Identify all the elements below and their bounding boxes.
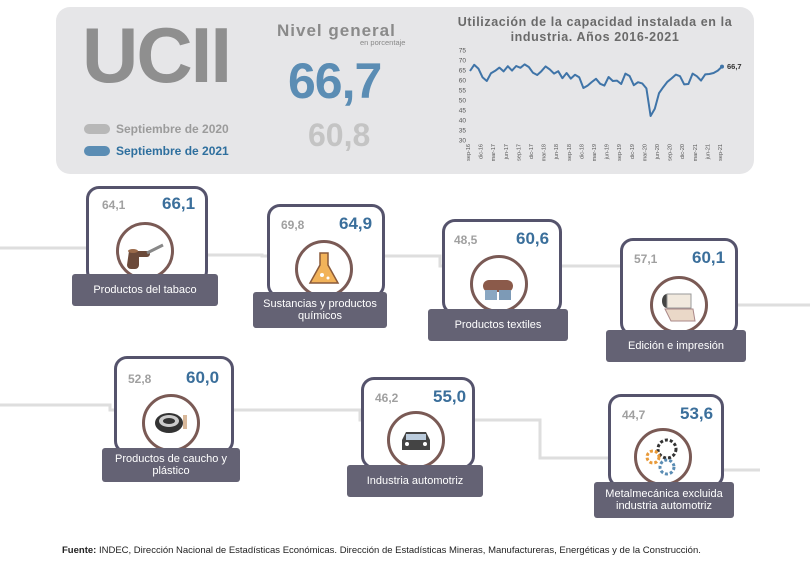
legend-2020: Septiembre de 2020 bbox=[84, 122, 229, 136]
x-tick-label: dic-17 bbox=[529, 144, 535, 159]
x-tick-label: sep-19 bbox=[617, 144, 623, 161]
end-value-label: 66,7 bbox=[727, 62, 742, 71]
legend-label-2020: Septiembre de 2020 bbox=[116, 122, 229, 136]
sector-label: Sustancias y productos químicos bbox=[253, 292, 387, 328]
y-tick-label: 35 bbox=[459, 128, 467, 135]
pipe-icon bbox=[116, 222, 174, 280]
x-tick-label: dic-19 bbox=[630, 144, 636, 159]
general-level-subtitle: en porcentaje bbox=[360, 38, 406, 47]
y-tick-label: 50 bbox=[459, 98, 467, 105]
x-tick-label: sep-20 bbox=[668, 144, 674, 161]
x-tick-label: dic-18 bbox=[579, 144, 585, 159]
source-text: INDEC, Dirección Nacional de Estadística… bbox=[98, 545, 701, 556]
x-tick-label: mar-21 bbox=[693, 144, 699, 161]
x-tick-label: dic-16 bbox=[479, 144, 485, 159]
value-2021: 60,6 bbox=[516, 229, 550, 248]
value-2020: 48,5 bbox=[454, 233, 478, 247]
y-tick-label: 40 bbox=[459, 118, 467, 125]
x-tick-label: mar-18 bbox=[542, 144, 548, 161]
value-2020: 46,2 bbox=[375, 391, 399, 405]
sector-label: Edición e impresión bbox=[606, 330, 746, 362]
x-tick-label: jun-21 bbox=[705, 144, 711, 160]
chart-title: Utilización de la capacidad instalada en… bbox=[457, 15, 733, 44]
x-tick-label: jun-18 bbox=[554, 144, 560, 160]
sector-label: Productos textiles bbox=[428, 309, 568, 341]
sector-label: Productos del tabaco bbox=[72, 274, 218, 306]
value-2020: 69,8 bbox=[281, 218, 305, 232]
legend-2021: Septiembre de 2021 bbox=[84, 144, 229, 158]
x-tick-label: sep-18 bbox=[567, 144, 573, 161]
gears-icon bbox=[634, 428, 692, 486]
legend-label-2021: Septiembre de 2021 bbox=[116, 144, 229, 158]
value-2020: 64,1 bbox=[102, 198, 126, 212]
x-tick-label: sep-21 bbox=[718, 144, 724, 161]
last-point bbox=[720, 64, 724, 69]
y-tick-label: 70 bbox=[459, 58, 467, 65]
rubber-tire-icon bbox=[142, 394, 200, 452]
value-2020: 44,7 bbox=[622, 408, 646, 422]
general-level-2021-value: 66,7 bbox=[288, 53, 382, 109]
series-line bbox=[469, 63, 723, 117]
y-tick-label: 65 bbox=[459, 68, 467, 75]
value-2021: 60,0 bbox=[186, 368, 220, 387]
sector-label: Industria automotriz bbox=[347, 465, 483, 497]
value-2021: 55,0 bbox=[433, 387, 467, 406]
y-tick-label: 45 bbox=[459, 108, 467, 115]
x-tick-label: sep-16 bbox=[466, 144, 472, 161]
y-tick-label: 60 bbox=[459, 78, 467, 85]
source-note: Fuente: INDEC, Dirección Nacional de Est… bbox=[62, 545, 701, 556]
general-level-2020-value: 60,8 bbox=[308, 117, 371, 153]
sector-label: Productos de caucho y plástico bbox=[102, 448, 240, 482]
sector-label: Metalmecánica excluida industria automot… bbox=[594, 482, 734, 518]
y-tick-label: 30 bbox=[459, 138, 467, 145]
legend-swatch-2020 bbox=[84, 124, 110, 134]
source-label: Fuente: bbox=[62, 545, 97, 556]
x-tick-label: jun-20 bbox=[655, 144, 661, 160]
value-2021: 60,1 bbox=[692, 248, 726, 267]
legend-swatch-2021 bbox=[84, 146, 110, 156]
x-tick-label: mar-17 bbox=[491, 144, 497, 161]
x-tick-label: dic-20 bbox=[680, 144, 686, 159]
flask-icon bbox=[295, 240, 353, 298]
header-panel bbox=[56, 7, 754, 174]
y-tick-label: 75 bbox=[459, 48, 467, 55]
y-tick-label: 55 bbox=[459, 88, 467, 95]
paper-roll-icon bbox=[650, 276, 708, 334]
x-tick-label: mar-20 bbox=[642, 144, 648, 161]
value-2021: 53,6 bbox=[680, 404, 714, 423]
value-2020: 57,1 bbox=[634, 252, 658, 266]
line-chart: 30 35 40 45 50 55 60 65 70 75 sep-16 dic-16 mar-17 ju… bbox=[459, 48, 742, 162]
x-tick-label: jun-17 bbox=[504, 144, 510, 160]
x-tick-label: mar-19 bbox=[592, 144, 598, 161]
value-2021: 66,1 bbox=[162, 194, 196, 213]
value-2020: 52,8 bbox=[128, 372, 152, 386]
car-icon bbox=[387, 411, 445, 469]
general-level-title: Nivel general bbox=[277, 21, 396, 40]
x-tick-label: jun-19 bbox=[605, 144, 611, 160]
textile-icon bbox=[470, 255, 528, 313]
brand-title: UCII bbox=[82, 11, 232, 99]
x-tick-label: sep-17 bbox=[516, 144, 522, 161]
value-2021: 64,9 bbox=[339, 214, 373, 233]
